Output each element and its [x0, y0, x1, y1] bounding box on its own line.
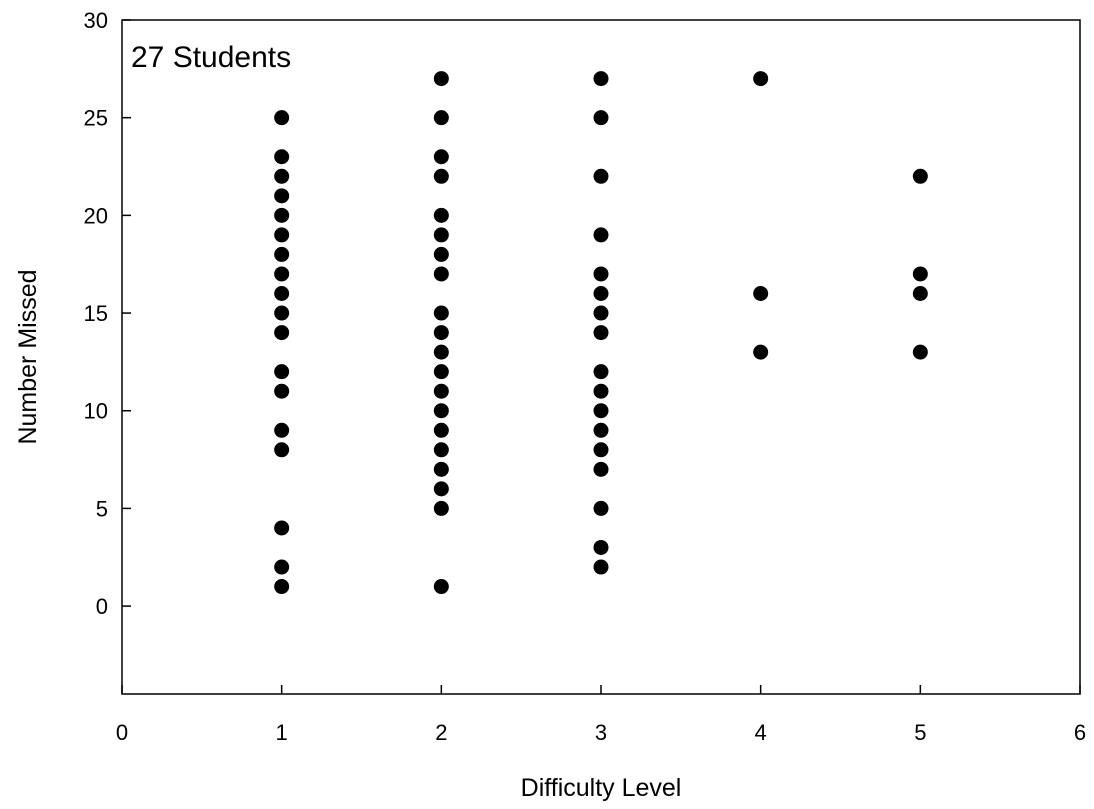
data-point — [753, 344, 769, 360]
data-point — [433, 71, 449, 87]
chart-annotation: 27 Students — [131, 41, 291, 74]
data-point — [912, 286, 928, 302]
x-axis-title: Difficulty Level — [521, 774, 682, 802]
data-point — [274, 266, 290, 282]
x-tick-label: 4 — [755, 720, 767, 745]
data-point — [433, 227, 449, 243]
data-point — [274, 383, 290, 399]
data-point — [593, 442, 609, 458]
data-point — [274, 207, 290, 223]
x-tick-label: 0 — [116, 720, 128, 745]
data-point — [433, 168, 449, 184]
data-point — [274, 422, 290, 438]
data-point — [274, 305, 290, 321]
data-points — [274, 71, 928, 595]
data-point — [274, 325, 290, 341]
data-point — [593, 305, 609, 321]
x-tick-label: 6 — [1074, 720, 1086, 745]
data-point — [593, 110, 609, 126]
data-point — [274, 110, 290, 126]
x-axis: 0 1 2 3 4 5 6 — [116, 685, 1086, 745]
data-point — [274, 149, 290, 165]
data-point — [274, 520, 290, 536]
data-point — [274, 442, 290, 458]
data-point — [753, 71, 769, 87]
data-point — [593, 422, 609, 438]
data-point — [433, 246, 449, 262]
data-point — [433, 579, 449, 595]
data-point — [433, 305, 449, 321]
y-axis-title: Number Missed — [14, 269, 42, 444]
data-point — [593, 461, 609, 477]
data-point — [593, 71, 609, 87]
x-tick-label: 2 — [435, 720, 447, 745]
data-point — [433, 325, 449, 341]
x-tick-label: 5 — [914, 720, 926, 745]
data-point — [433, 442, 449, 458]
data-point — [274, 559, 290, 575]
y-tick-label: 5 — [96, 496, 108, 521]
data-point — [593, 383, 609, 399]
x-tick-label: 3 — [595, 720, 607, 745]
data-point — [912, 344, 928, 360]
y-tick-label: 30 — [84, 8, 108, 33]
data-point — [274, 246, 290, 262]
data-point — [433, 364, 449, 380]
data-point — [593, 286, 609, 302]
data-point — [433, 500, 449, 516]
data-point — [433, 110, 449, 126]
data-point — [433, 149, 449, 165]
y-tick-label: 10 — [84, 399, 108, 424]
data-point — [593, 364, 609, 380]
data-point — [274, 286, 290, 302]
y-tick-label: 0 — [96, 594, 108, 619]
data-point — [593, 266, 609, 282]
data-point — [912, 266, 928, 282]
y-axis: 0 5 10 15 20 25 30 — [84, 8, 131, 619]
data-point — [433, 461, 449, 477]
x-tick-label: 1 — [276, 720, 288, 745]
data-point — [433, 266, 449, 282]
data-point — [274, 168, 290, 184]
data-point — [753, 286, 769, 302]
data-point — [593, 500, 609, 516]
data-point — [593, 539, 609, 555]
data-point — [274, 364, 290, 380]
data-point — [912, 168, 928, 184]
data-point — [433, 403, 449, 419]
data-point — [433, 344, 449, 360]
data-point — [274, 188, 290, 204]
data-point — [593, 403, 609, 419]
y-tick-label: 25 — [84, 106, 108, 131]
data-point — [274, 579, 290, 595]
data-point — [433, 422, 449, 438]
data-point — [433, 481, 449, 497]
y-tick-label: 20 — [84, 203, 108, 228]
data-point — [274, 227, 290, 243]
data-point — [593, 168, 609, 184]
data-point — [433, 207, 449, 223]
data-point — [593, 559, 609, 575]
data-point — [593, 227, 609, 243]
data-point — [593, 325, 609, 341]
y-tick-label: 15 — [84, 301, 108, 326]
data-point — [433, 383, 449, 399]
